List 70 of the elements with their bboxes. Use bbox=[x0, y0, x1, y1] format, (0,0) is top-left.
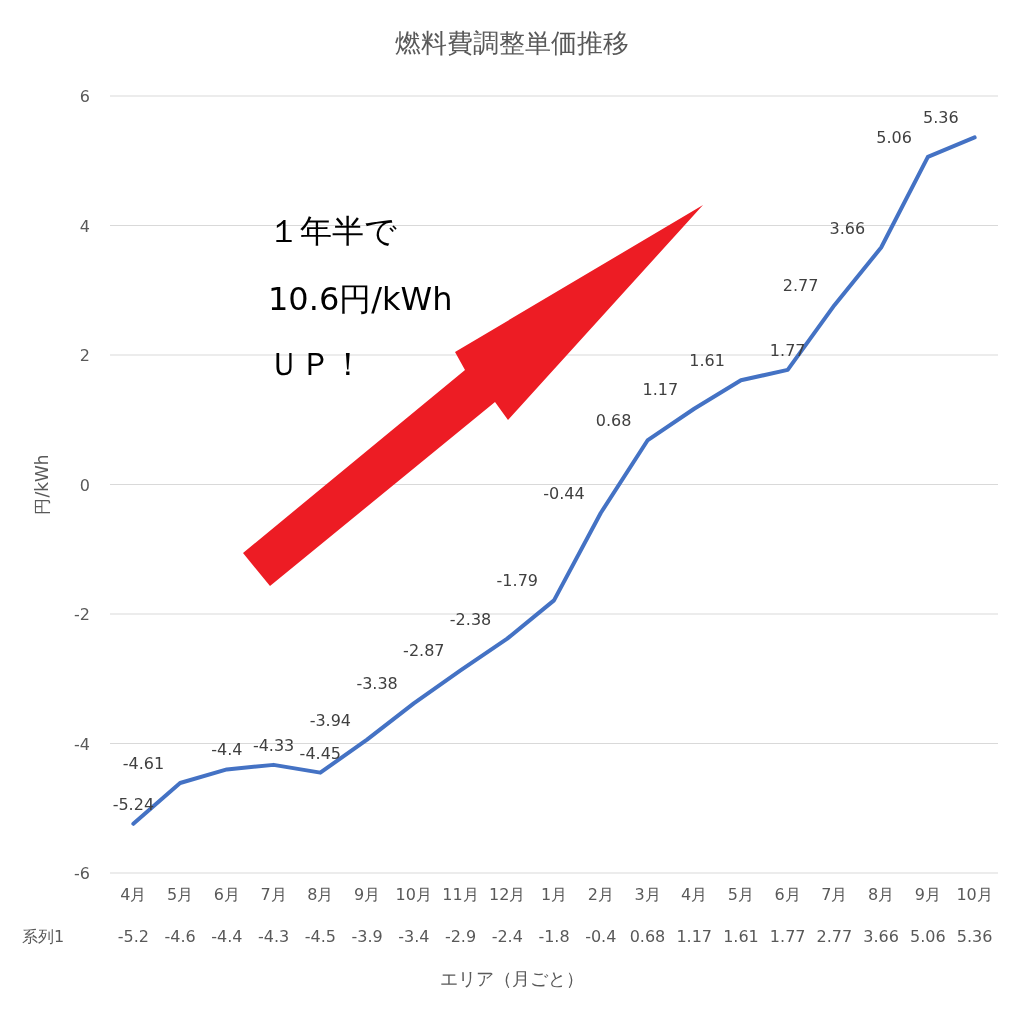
text: -1.8 bbox=[538, 927, 570, 946]
text: -0.4 bbox=[585, 927, 617, 946]
data-label: -1.79 bbox=[496, 571, 538, 591]
data-label: -2.87 bbox=[403, 641, 445, 661]
data-label: -4.61 bbox=[122, 754, 165, 773]
x-tick-label: 3月 bbox=[634, 885, 661, 904]
x-tick-label: 10月 bbox=[395, 885, 432, 904]
data-label: -3.94 bbox=[309, 710, 352, 730]
text: 1.17 bbox=[676, 927, 713, 946]
y-tick-label: -2 bbox=[74, 605, 90, 624]
y-tick-label: 0 bbox=[79, 475, 90, 495]
data-label: -4.33 bbox=[252, 735, 295, 755]
text: 1.61 bbox=[723, 927, 759, 946]
data-label: -3.38 bbox=[356, 674, 398, 694]
x-tick-label: 9月 bbox=[914, 885, 941, 904]
text: -3.4 bbox=[398, 927, 430, 946]
annotation: １年半で bbox=[268, 212, 397, 250]
x-tick-label: 1月 bbox=[540, 885, 568, 904]
data-label: 5.06 bbox=[876, 127, 912, 147]
y-tick-label: 4 bbox=[79, 216, 90, 236]
y-tick-label: -6 bbox=[74, 864, 90, 883]
y-tick-label: 2 bbox=[79, 346, 90, 365]
data-label: 1.17 bbox=[642, 379, 679, 399]
chart-title: 燃料費調整単価推移 bbox=[395, 28, 629, 58]
text: -4.5 bbox=[304, 927, 336, 946]
x-tick-label: 6月 bbox=[213, 885, 240, 904]
x-tick-label: 4月 bbox=[681, 885, 708, 904]
annotation: ＵＰ！ bbox=[268, 345, 364, 383]
x-tick-label: 12月 bbox=[489, 885, 526, 904]
data-label: 0.68 bbox=[595, 411, 632, 431]
text: 系列1 bbox=[22, 927, 65, 946]
x-tick-label: 2月 bbox=[587, 885, 614, 904]
data-label: -2.38 bbox=[449, 609, 492, 629]
x-tick-label: 9月 bbox=[353, 885, 381, 904]
data-label: -4.45 bbox=[299, 743, 342, 763]
x-tick-label: 5月 bbox=[727, 885, 755, 904]
y-tick-label: -4 bbox=[74, 734, 90, 754]
text: -5.2 bbox=[117, 927, 149, 946]
text: 5.36 bbox=[956, 927, 993, 946]
data-label: 5.36 bbox=[923, 108, 959, 128]
text: -2.9 bbox=[444, 927, 477, 946]
data-label: -5.24 bbox=[112, 794, 155, 814]
x-tick-label: 10月 bbox=[956, 885, 993, 904]
y-tick-label: 6 bbox=[79, 87, 90, 106]
x-tick-label: 7月 bbox=[260, 885, 287, 904]
y-axis-title: 円/kWh bbox=[32, 454, 52, 515]
text: -4.3 bbox=[257, 927, 290, 946]
data-label: -0.44 bbox=[543, 483, 585, 503]
text: 0.68 bbox=[629, 927, 666, 946]
text: 5.06 bbox=[910, 927, 946, 946]
data-label: 1.61 bbox=[689, 351, 725, 371]
data-label: 2.77 bbox=[782, 276, 819, 296]
x-tick-label: 8月 bbox=[307, 885, 334, 904]
x-tick-label: 4月 bbox=[120, 885, 147, 904]
text: 3.66 bbox=[863, 927, 899, 946]
data-label: 3.66 bbox=[829, 218, 866, 238]
text: -4.6 bbox=[164, 927, 196, 946]
x-tick-label: 11月 bbox=[442, 885, 479, 904]
text: 2.77 bbox=[816, 927, 853, 946]
x-tick-label: 6月 bbox=[774, 885, 801, 904]
x-tick-label: 7月 bbox=[821, 885, 848, 904]
text: 1.77 bbox=[769, 927, 806, 946]
text: -4.4 bbox=[211, 927, 243, 946]
text: -3.9 bbox=[351, 927, 383, 946]
x-axis-title: エリア（月ごと） bbox=[440, 968, 584, 989]
text: -2.4 bbox=[491, 927, 523, 946]
annotation: 10.6円/kWh bbox=[268, 280, 453, 318]
x-tick-label: 5月 bbox=[167, 885, 194, 904]
x-tick-label: 8月 bbox=[868, 885, 895, 904]
data-label: -4.4 bbox=[211, 740, 243, 760]
